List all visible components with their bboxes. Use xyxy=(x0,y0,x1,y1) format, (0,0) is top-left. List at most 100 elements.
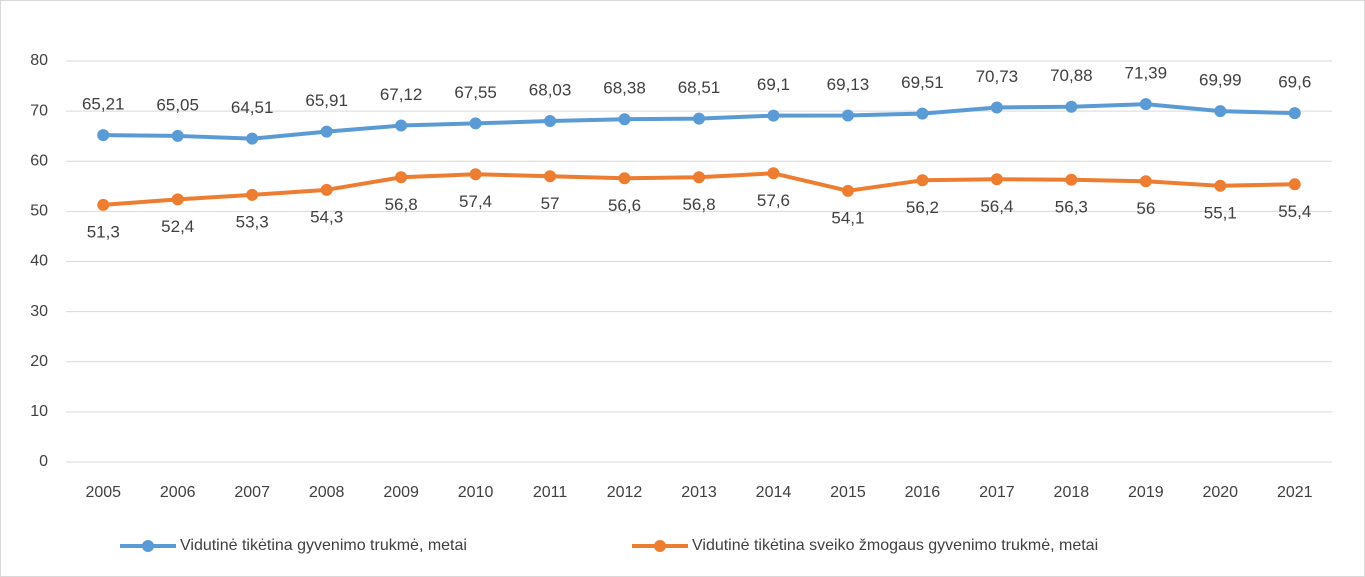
x-tick-label: 2018 xyxy=(1054,484,1090,501)
data-point xyxy=(97,198,110,211)
data-label: 69,99 xyxy=(1199,71,1242,90)
data-point xyxy=(171,193,184,206)
x-tick-label: 2012 xyxy=(607,484,643,501)
x-tick-label: 2006 xyxy=(160,484,196,501)
data-point xyxy=(395,119,408,132)
x-tick-label: 2011 xyxy=(533,484,568,501)
y-tick-label: 70 xyxy=(30,102,48,119)
data-label: 69,6 xyxy=(1278,73,1311,92)
data-label: 67,55 xyxy=(454,83,497,102)
data-label: 56 xyxy=(1136,199,1155,218)
x-tick-label: 2014 xyxy=(756,484,792,501)
x-tick-label: 2007 xyxy=(234,484,270,501)
data-label: 56,4 xyxy=(980,197,1013,216)
data-point xyxy=(1214,105,1227,118)
x-tick-label: 2016 xyxy=(905,484,941,501)
y-tick-label: 60 xyxy=(30,152,48,169)
y-tick-label: 40 xyxy=(30,253,48,270)
data-point xyxy=(618,113,631,126)
data-point xyxy=(1288,178,1301,191)
x-tick-label: 2010 xyxy=(458,484,494,501)
data-point xyxy=(1214,179,1227,192)
data-label: 54,1 xyxy=(831,208,864,227)
data-label: 56,2 xyxy=(906,198,939,217)
x-tick-label: 2019 xyxy=(1128,484,1164,501)
data-point xyxy=(469,168,482,181)
data-point xyxy=(618,172,631,185)
data-point xyxy=(1139,98,1152,111)
data-label: 65,91 xyxy=(305,91,348,110)
data-label: 56,3 xyxy=(1055,197,1088,216)
data-point xyxy=(990,173,1003,186)
x-tick-label: 2021 xyxy=(1277,484,1313,501)
data-point xyxy=(1288,107,1301,120)
data-point xyxy=(693,112,705,125)
data-point xyxy=(320,125,333,138)
data-label: 55,1 xyxy=(1204,203,1237,222)
data-point xyxy=(841,109,854,122)
data-point xyxy=(1065,100,1078,113)
data-point xyxy=(916,107,929,120)
legend-marker xyxy=(654,540,666,552)
y-tick-label: 30 xyxy=(30,303,48,320)
data-label: 54,3 xyxy=(310,207,343,226)
data-point xyxy=(693,171,705,184)
data-label: 67,12 xyxy=(380,85,423,104)
data-point xyxy=(246,188,259,201)
data-point xyxy=(246,132,259,145)
x-tick-label: 2015 xyxy=(830,484,866,501)
y-tick-label: 20 xyxy=(30,353,48,370)
legend-marker xyxy=(142,540,154,552)
data-label: 68,38 xyxy=(603,79,646,98)
x-tick-label: 2009 xyxy=(383,484,419,501)
data-label: 57,6 xyxy=(757,191,790,210)
data-point xyxy=(767,167,780,180)
data-point xyxy=(990,101,1003,114)
x-tick-label: 2013 xyxy=(681,484,717,501)
data-label: 70,88 xyxy=(1050,66,1093,85)
data-point xyxy=(841,184,854,197)
data-label: 53,3 xyxy=(236,212,269,231)
data-label: 55,4 xyxy=(1278,202,1311,221)
data-point xyxy=(320,183,333,196)
data-point xyxy=(1065,173,1078,186)
data-label: 69,51 xyxy=(901,73,944,92)
data-point xyxy=(469,117,482,130)
data-point xyxy=(544,170,557,183)
data-point xyxy=(97,129,110,142)
data-label: 68,51 xyxy=(678,78,721,97)
data-point xyxy=(171,129,184,142)
x-tick-label: 2008 xyxy=(309,484,345,501)
data-label: 57,4 xyxy=(459,192,492,211)
data-label: 65,05 xyxy=(156,95,199,114)
data-label: 56,8 xyxy=(682,195,715,214)
y-tick-label: 80 xyxy=(30,52,48,69)
x-tick-label: 2005 xyxy=(85,484,121,501)
x-tick-label: 2020 xyxy=(1202,484,1238,501)
data-point xyxy=(916,174,929,187)
data-point xyxy=(1139,175,1152,188)
data-label: 52,4 xyxy=(161,217,194,236)
data-point xyxy=(767,109,780,122)
data-label: 57 xyxy=(541,194,560,213)
x-tick-label: 2017 xyxy=(979,484,1015,501)
data-label: 69,13 xyxy=(827,75,870,94)
data-label: 56,6 xyxy=(608,196,641,215)
data-label: 64,51 xyxy=(231,98,274,117)
data-label: 71,39 xyxy=(1125,64,1168,83)
y-tick-label: 10 xyxy=(30,403,48,420)
legend-label: Vidutinė tikėtina sveiko žmogaus gyvenim… xyxy=(692,537,1098,554)
data-label: 68,03 xyxy=(529,80,572,99)
data-label: 70,73 xyxy=(976,67,1019,86)
data-label: 69,1 xyxy=(757,75,790,94)
data-label: 51,3 xyxy=(87,222,120,241)
legend-label: Vidutinė tikėtina gyvenimo trukmė, metai xyxy=(180,537,467,554)
data-label: 65,21 xyxy=(82,95,125,114)
data-point xyxy=(395,171,408,184)
data-point xyxy=(544,114,557,127)
y-tick-label: 0 xyxy=(39,453,48,470)
data-label: 56,8 xyxy=(385,195,418,214)
y-tick-label: 50 xyxy=(30,203,48,220)
